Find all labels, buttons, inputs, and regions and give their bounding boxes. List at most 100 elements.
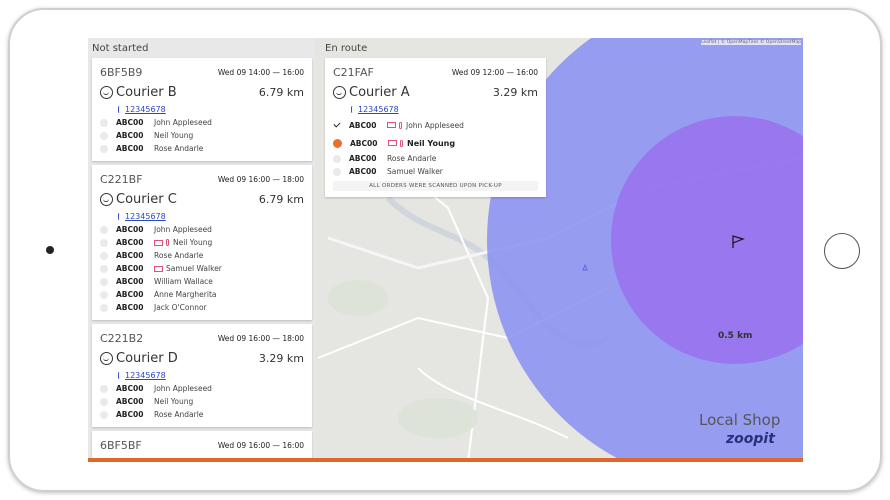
card-id: 6BF5B9 [100,65,143,79]
customer: Neil Young [407,138,456,148]
order-status [100,144,108,153]
order-row[interactable]: ABC00 John Appleseed [333,116,538,134]
order-status [100,238,108,247]
customer: Neil Young [173,238,213,247]
order-code: ABC00 [116,118,144,127]
customer: Rose Andarle [154,144,204,153]
order-status [100,397,108,406]
home-button[interactable] [824,233,860,269]
order-status [333,167,341,176]
courier-card[interactable]: 6BF5BF Wed 09 16:00 — 16:00 [92,431,312,458]
order-code: ABC00 [349,154,377,163]
customer: Neil Young [154,397,194,406]
order-row[interactable]: ABC00 Rose Andarle [100,408,304,421]
scan-note: ALL ORDERS WERE SCANNED UPON PICK-UP [333,181,538,191]
order-row[interactable]: ABC00 Anne Margherita [100,288,304,301]
order-status [100,251,108,260]
order-row[interactable]: ABC00 Rose Andarle [333,152,538,165]
shop-label: Local Shop [699,411,781,429]
column-title: Not started [92,43,149,54]
phone-row: 12345678 [100,209,304,223]
order-code: ABC00 [116,131,144,140]
customer: Samuel Walker [387,167,443,176]
park [328,280,388,316]
mail-icon [387,122,396,128]
order-status [100,277,108,286]
order-row[interactable]: ABC00 John Appleseed [100,116,304,129]
distance: 6.79 km [258,85,304,99]
courier-row: Courier D 3.29 km [100,348,304,368]
courier-icon [100,192,113,206]
courier-row: Courier A 3.29 km [333,82,538,102]
customer: Rose Andarle [387,154,437,163]
card-header: 6BF5B9 Wed 09 14:00 — 16:00 [100,62,304,82]
order-row[interactable]: ABC00 Rose Andarle [100,142,304,155]
map-attribution: Leaflet | © OpenMapTiles © OpenStreetMap [701,40,801,45]
order-code: ABC00 [116,303,144,312]
order-code: ABC00 [116,225,144,234]
logo: zoopit [726,431,775,447]
order-row[interactable]: ABC00 Neil Young [100,395,304,408]
phone-link[interactable]: 12345678 [125,104,166,114]
inner-radius [611,116,803,364]
order-code: ABC00 [116,264,144,273]
column-title: En route [325,43,368,54]
order-row[interactable]: ABC00 John Appleseed [100,223,304,236]
card-list: 6BF5B9 Wed 09 14:00 — 16:00 Courier B 6.79… [92,58,312,458]
courier-name: Courier A [349,84,410,100]
not-started-column: Not started 6BF5B9 Wed 09 14:00 — 16:00 C… [88,38,315,458]
order-status [333,138,342,148]
order-code: ABC00 [116,397,144,406]
order-status [100,131,108,140]
order-code: ABC00 [116,238,144,247]
customer: Jack O'Connor [154,303,207,312]
customer: John Appleseed [154,118,212,127]
courier-name: Courier D [116,350,178,366]
time-window: Wed 09 14:00 — 16:00 [217,67,304,77]
courier-marker[interactable] [582,263,588,271]
phone-icon [118,371,121,379]
order-status [333,121,341,129]
phone-link[interactable]: 12345678 [125,211,166,221]
courier-card[interactable]: 6BF5B9 Wed 09 14:00 — 16:00 Courier B 6.79… [92,58,312,161]
courier-icon [100,85,113,99]
mail-icon [154,265,163,272]
courier-card[interactable]: C221BF Wed 09 16:00 — 18:00 Courier C 6.79… [92,165,312,320]
card-id: C21FAF [333,65,374,79]
order-row[interactable]: ABC00 Neil Young [100,236,304,249]
shop-flag[interactable] [732,235,745,248]
phone-icon [351,105,354,113]
phone-row: 12345678 [100,102,304,116]
order-row[interactable]: ABC00 William Wallace [100,275,304,288]
phone-link[interactable]: 12345678 [358,104,399,114]
phone-icon [118,212,121,220]
card-id: 6BF5BF [100,438,142,452]
phone-row: 12345678 [333,102,538,116]
person-icon [399,121,402,129]
order-row[interactable]: ABC00 Samuel Walker [333,165,538,178]
order-status [100,303,108,312]
order-status [100,118,108,127]
courier-card[interactable]: C221B2 Wed 09 16:00 — 18:00 Courier D 3.29… [92,324,312,427]
radius-label: 0.5 km [718,331,753,341]
courier-name: Courier C [116,191,177,207]
card-header: C221B2 Wed 09 16:00 — 18:00 [100,328,304,348]
order-row[interactable]: ABC00 Jack O'Connor [100,301,304,314]
card-header: C21FAF Wed 09 12:00 — 16:00 [333,62,538,82]
order-row[interactable]: ABC00 Rose Andarle [100,249,304,262]
order-row[interactable]: ABC00 Neil Young [100,129,304,142]
distance: 6.79 km [258,192,304,206]
phone-link[interactable]: 12345678 [125,370,166,380]
courier-card[interactable]: C21FAF Wed 09 12:00 — 16:00 Courier A 3.29… [325,58,546,197]
card-id: C221B2 [100,331,144,345]
order-code: ABC00 [116,410,144,419]
order-row[interactable]: ABC00 Samuel Walker [100,262,304,275]
road [417,367,569,439]
courier-icon [100,351,113,365]
order-row[interactable]: ABC00 John Appleseed [100,382,304,395]
order-row[interactable]: ABC00 Neil Young [333,134,538,152]
card-header: C221BF Wed 09 16:00 — 18:00 [100,169,304,189]
person-icon [166,239,169,246]
